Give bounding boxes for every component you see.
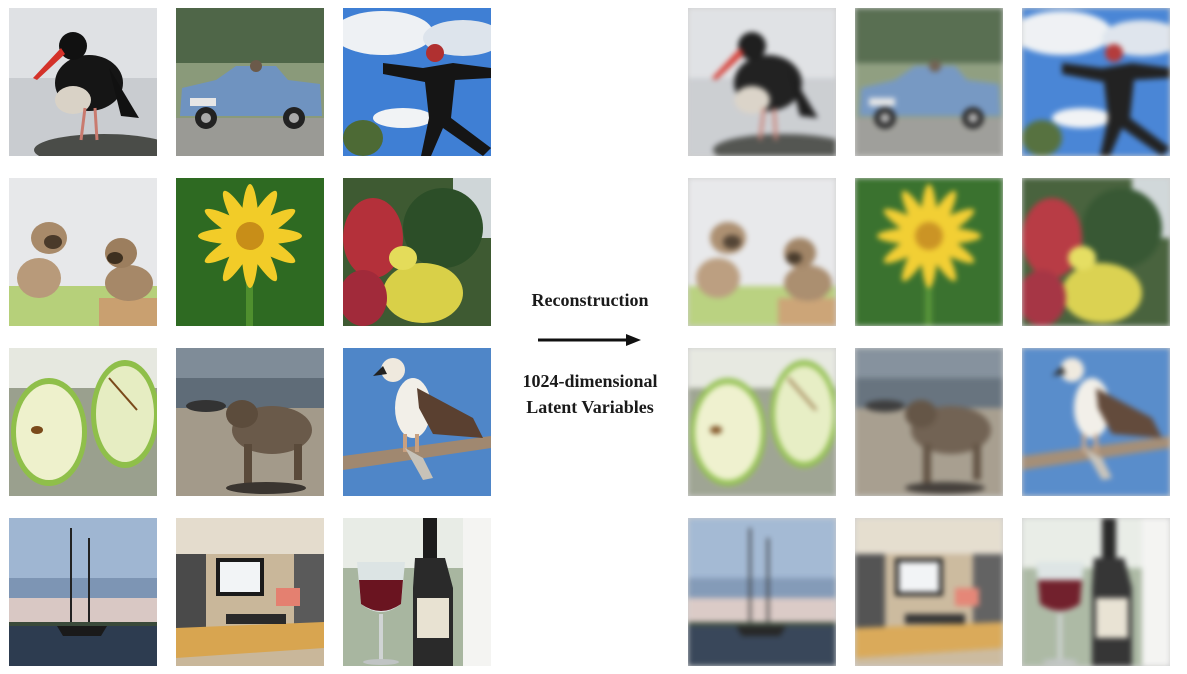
original-image-oystercatcher [9,8,157,156]
original-image-convertible-car [176,8,324,156]
reconstructed-image-wine-glass-bottle [1022,518,1170,666]
original-image-jumping-person [343,8,491,156]
right-arrow-icon [538,334,641,346]
reconstructed-image-pug-puppies [688,178,836,326]
original-image-office-desk [176,518,324,666]
reconstructed-image-dog-on-beach [855,348,1003,496]
reconstructed-image-osprey-on-branch [1022,348,1170,496]
reconstructed-image-green-apple-halves [688,348,836,496]
original-image-sailboat [9,518,157,666]
original-images-grid [9,8,491,666]
original-image-yellow-flower [176,178,324,326]
latent-label-line1: 1024-dimensional [522,371,658,391]
reconstructed-image-flower-garden [1022,178,1170,326]
original-image-flower-garden [343,178,491,326]
original-image-green-apple-halves [9,348,157,496]
reconstructed-images-grid [688,8,1170,666]
reconstructed-image-jumping-person [1022,8,1170,156]
reconstruction-label: Reconstruction [531,290,649,310]
original-image-pug-puppies [9,178,157,326]
reconstructed-image-yellow-flower [855,178,1003,326]
original-image-wine-glass-bottle [343,518,491,666]
original-image-osprey-on-branch [343,348,491,496]
reconstructed-image-office-desk [855,518,1003,666]
original-image-dog-on-beach [176,348,324,496]
reconstructed-image-sailboat [688,518,836,666]
reconstructed-image-convertible-car [855,8,1003,156]
reconstructed-image-oystercatcher [688,8,836,156]
latent-label-line2: Latent Variables [526,397,654,417]
latent-variables-label: 1024-dimensional Latent Variables [502,368,678,420]
